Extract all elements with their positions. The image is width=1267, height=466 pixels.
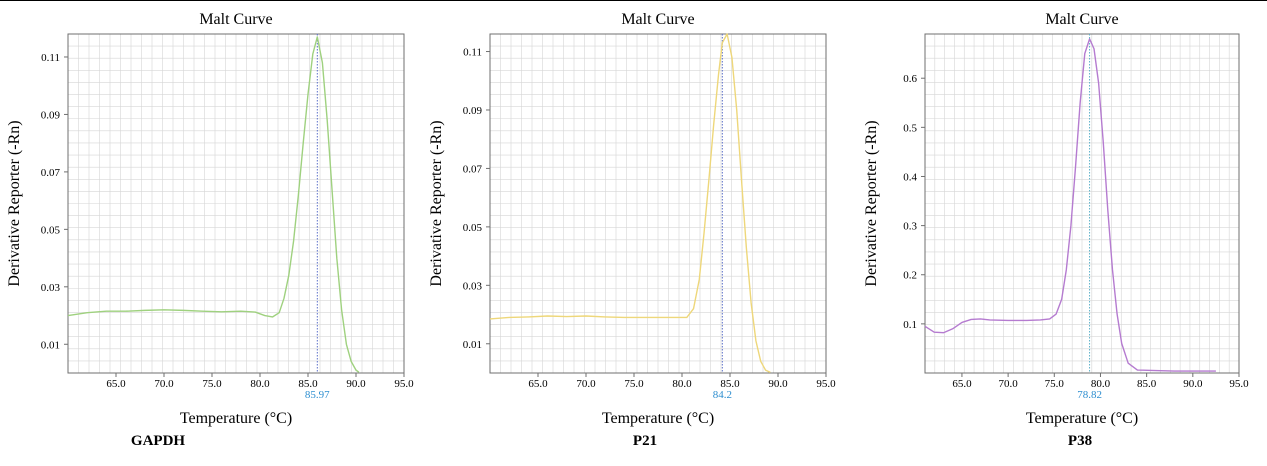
x-tick-label: 75.0 [624, 378, 644, 390]
x-tick-label: 70.0 [998, 378, 1018, 390]
panel-caption-p38: P38 [1067, 433, 1093, 449]
top-rule [0, 0, 1267, 1]
x-tick-label: 70.0 [576, 378, 596, 390]
x-tick-label: 90.0 [1183, 378, 1203, 390]
peak-marker-label: 85.97 [305, 389, 330, 401]
x-tick-label: 80.0 [1091, 378, 1111, 390]
y-tick-label: 0.03 [41, 282, 61, 294]
x-tick-label: 65.0 [528, 378, 548, 390]
x-tick-label: 85.0 [720, 378, 740, 390]
x-axis-label: Temperature (°C) [602, 410, 714, 427]
x-tick-label: 95.0 [816, 378, 836, 390]
x-tick-label: 85.0 [298, 378, 318, 390]
y-tick-label: 0.4 [903, 171, 917, 183]
x-axis-label: Temperature (°C) [180, 410, 292, 427]
x-tick-label: 80.0 [250, 378, 270, 390]
y-tick-label: 0.11 [41, 52, 60, 64]
y-axis-label: Derivative Reporter (-Rn) [863, 120, 880, 286]
chart-panel-3: Malt Curve Derivative Reporter (-Rn) Tempe… [863, 11, 1249, 427]
melt-curve-line [924, 38, 1216, 372]
chart-panel-2: Malt Curve Derivative Reporter (-Rn) Tempe… [428, 11, 836, 427]
y-tick-label: 0.07 [41, 167, 61, 179]
x-tick-label: 75.0 [202, 378, 222, 390]
y-tick-label: 0.05 [41, 224, 61, 236]
plot-frame [67, 33, 405, 374]
x-tick-label: 90.0 [346, 378, 366, 390]
y-axis-label: Derivative Reporter (-Rn) [428, 120, 445, 286]
y-tick-label: 0.5 [903, 122, 917, 134]
y-tick-label: 0.1 [903, 319, 917, 331]
x-tick-label: 90.0 [768, 378, 788, 390]
y-tick-label: 0.09 [41, 109, 61, 121]
panel-caption-p21: P21 [632, 433, 658, 449]
peak-marker-label: 78.82 [1077, 389, 1102, 401]
melt-curve-line [67, 36, 360, 373]
y-tick-label: 0.6 [903, 73, 917, 85]
x-tick-label: 65.0 [952, 378, 972, 390]
plot-frame [489, 33, 827, 374]
y-tick-label: 0.01 [41, 339, 60, 351]
x-tick-label: 80.0 [672, 378, 692, 390]
x-axis-label: Temperature (°C) [1026, 410, 1138, 427]
peak-marker-label: 84.2 [713, 389, 732, 401]
plot-frame [924, 33, 1240, 374]
chart-panel-1: Malt Curve Derivative Reporter (-Rn) Tempe… [6, 11, 414, 427]
x-tick-label: 95.0 [1229, 378, 1249, 390]
y-tick-label: 0.03 [463, 280, 483, 292]
chart-title: Malt Curve [621, 11, 694, 28]
plot-grid [490, 34, 826, 373]
panel-caption-gapdh: GAPDH [130, 433, 186, 449]
y-tick-label: 0.05 [463, 222, 483, 234]
plot-grid [68, 34, 404, 373]
x-tick-label: 95.0 [394, 378, 414, 390]
plot-grid [925, 34, 1239, 373]
y-axis-label: Derivative Reporter (-Rn) [6, 120, 23, 286]
y-tick-label: 0.01 [463, 339, 482, 351]
y-tick-label: 0.3 [903, 221, 917, 233]
chart-title: Malt Curve [199, 11, 272, 28]
x-tick-label: 65.0 [106, 378, 126, 390]
chart-title: Malt Curve [1045, 11, 1118, 28]
x-tick-label: 70.0 [154, 378, 174, 390]
x-tick-label: 85.0 [1137, 378, 1157, 390]
y-tick-label: 0.09 [463, 105, 483, 117]
y-tick-label: 0.2 [903, 270, 917, 282]
y-tick-label: 0.11 [463, 47, 482, 59]
melt-curve-line [489, 33, 771, 374]
y-tick-label: 0.07 [463, 163, 483, 175]
x-tick-label: 75.0 [1045, 378, 1065, 390]
